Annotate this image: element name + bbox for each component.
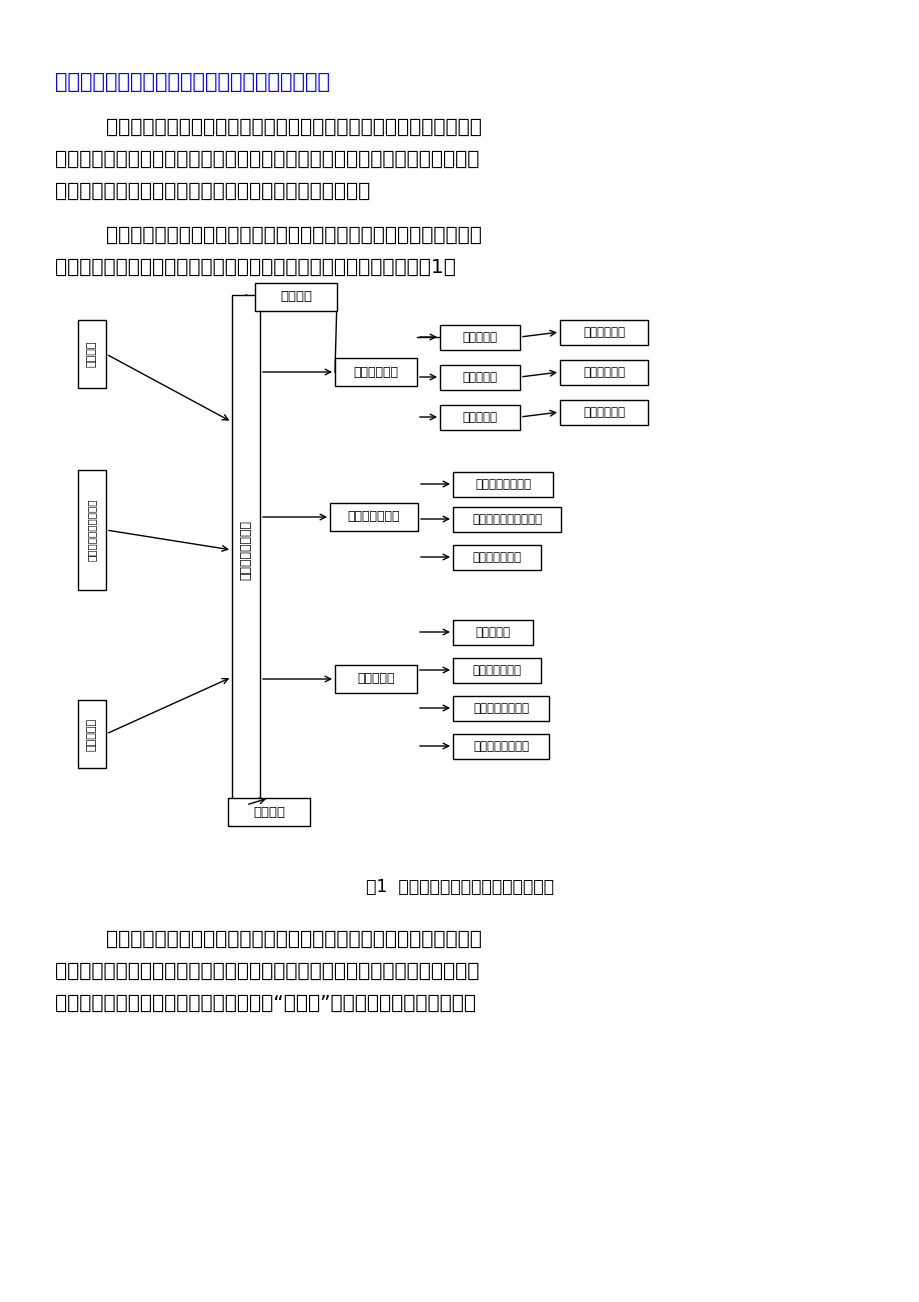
Text: 地方政府: 地方政府: [253, 806, 285, 819]
Text: 中华人民共和国工商行: 中华人民共和国工商行: [87, 499, 96, 561]
Text: 每年的中央第一号文件都会提及农村金融，可见农村金融在建设社会主: 每年的中央第一号文件都会提及农村金融，可见农村金融在建设社会主: [55, 118, 482, 137]
FancyBboxPatch shape: [439, 405, 519, 430]
FancyBboxPatch shape: [78, 470, 106, 590]
FancyBboxPatch shape: [452, 620, 532, 644]
Text: 图1  我国目前的农村金融组织体系框架: 图1 我国目前的农村金融组织体系框架: [366, 878, 553, 896]
FancyBboxPatch shape: [78, 700, 106, 768]
FancyBboxPatch shape: [560, 320, 647, 345]
Text: 多，但大多只吸收存款而不发放贷款，像“抽水机”一样源源不断地从农村把资: 多，但大多只吸收存款而不发放贷款，像“抽水机”一样源源不断地从农村把资: [55, 993, 475, 1013]
FancyBboxPatch shape: [452, 658, 540, 684]
Text: 农村扶贫社: 农村扶贫社: [475, 626, 510, 639]
Text: 非銀行金融机构: 非銀行金融机构: [347, 510, 400, 523]
Text: 农村商业銀行: 农村商业銀行: [583, 326, 624, 339]
Text: 民间私人借贷组织: 民间私人借贷组织: [472, 702, 528, 715]
Text: 农村金融组织体系: 农村金融组织体系: [239, 519, 252, 579]
Text: 国内外非政府组织: 国内外非政府组织: [472, 740, 528, 753]
FancyBboxPatch shape: [439, 326, 519, 350]
Text: 商业性銀行: 商业性銀行: [462, 411, 497, 424]
Text: 中央政府: 中央政府: [279, 290, 312, 303]
Text: 义新农村中的重要作用。经过多年的改革和发展，我国农村金融体系建设有了一: 义新农村中的重要作用。经过多年的改革和发展，我国农村金融体系建设有了一: [55, 150, 479, 169]
Text: 监督主体: 监督主体: [87, 341, 96, 367]
FancyBboxPatch shape: [439, 365, 519, 391]
Text: 商业性金融机构、政策性金融机构分工协作的农村金融组织体系。（图1）: 商业性金融机构、政策性金融机构分工协作的农村金融组织体系。（图1）: [55, 258, 456, 277]
FancyBboxPatch shape: [452, 697, 549, 721]
FancyBboxPatch shape: [78, 320, 106, 388]
Text: 农民互助基金会: 农民互助基金会: [472, 664, 521, 677]
FancyBboxPatch shape: [452, 734, 549, 759]
Text: 中国农业銀行: 中国农业銀行: [583, 406, 624, 419]
FancyBboxPatch shape: [335, 665, 416, 693]
Text: 农村信用合作社: 农村信用合作社: [472, 551, 521, 564]
FancyBboxPatch shape: [330, 503, 417, 531]
FancyBboxPatch shape: [232, 296, 260, 805]
Text: 但农村金融依然存在着严重的贷款困难问题。一方面是随着农村经济的: 但农村金融依然存在着严重的贷款困难问题。一方面是随着农村经济的: [55, 930, 482, 949]
Text: 农业保险经营机构: 农业保险经营机构: [474, 478, 530, 491]
FancyBboxPatch shape: [335, 358, 416, 385]
Text: 銀行金融机构: 銀行金融机构: [353, 366, 398, 379]
Text: 政策性銀行: 政策性銀行: [462, 371, 497, 384]
Text: 快速发展，农村中形成了巨大的潜在金融需求；另一方面是农村金融服务网点很: 快速发展，农村中形成了巨大的潜在金融需求；另一方面是农村金融服务网点很: [55, 962, 479, 980]
Text: 定的基础，金融机构网点服务已经覆盖绝大部分农村地区。: 定的基础，金融机构网点服务已经覆盖绝大部分农村地区。: [55, 182, 369, 201]
Text: 非正规部门: 非正规部门: [357, 673, 394, 685]
FancyBboxPatch shape: [255, 283, 336, 311]
Text: 就目前农村金融组织体系看，我国已经初步形成了以合作金融为基础，: 就目前农村金融组织体系看，我国已经初步形成了以合作金融为基础，: [55, 227, 482, 245]
FancyBboxPatch shape: [560, 400, 647, 424]
FancyBboxPatch shape: [452, 546, 540, 570]
Text: 一、我国农村金融体系存在的结构缺陷及法律风险: 一、我国农村金融体系存在的结构缺陷及法律风险: [55, 72, 330, 92]
FancyBboxPatch shape: [228, 798, 310, 825]
Text: 农业信托投资经营机构: 农业信托投资经营机构: [471, 513, 541, 526]
Text: 保险监督会: 保险监督会: [87, 717, 96, 750]
FancyBboxPatch shape: [560, 359, 647, 385]
Text: 农业发展銀行: 农业发展銀行: [583, 366, 624, 379]
FancyBboxPatch shape: [452, 506, 561, 533]
FancyBboxPatch shape: [452, 473, 552, 497]
Text: 合作性銀行: 合作性銀行: [462, 331, 497, 344]
